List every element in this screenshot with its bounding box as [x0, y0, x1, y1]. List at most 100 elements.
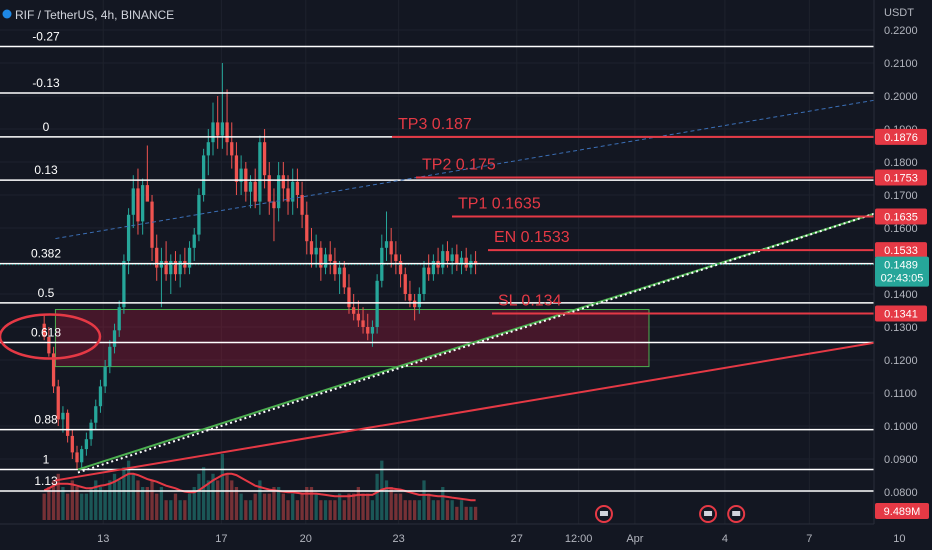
volume-bar: [253, 493, 257, 520]
candle-body: [347, 287, 351, 308]
flag-icon-glyph: [732, 511, 741, 516]
volume-value: 9.489M: [884, 506, 921, 518]
volume-bar: [394, 493, 398, 520]
fib-label: 0: [43, 120, 50, 134]
candle-body: [291, 181, 295, 202]
trade-level-label: TP3 0.187: [398, 116, 472, 133]
volume-bar: [412, 500, 417, 520]
volume-bar: [408, 500, 412, 520]
trade-axis-badge: [875, 305, 927, 322]
volume-bar: [300, 493, 304, 520]
volume-bar: [473, 506, 478, 520]
candle-body: [201, 155, 206, 195]
candle-body: [169, 261, 173, 275]
price-axis-ticks[interactable]: 0.22000.21000.20000.19000.18000.17000.16…: [884, 25, 918, 499]
fib-label: 0.5: [38, 286, 55, 300]
price-tick-label: 0.1100: [884, 388, 917, 400]
volume-bar: [286, 500, 290, 520]
event-markers: [594, 505, 746, 523]
volume-bar: [211, 473, 215, 520]
volume-bar: [159, 487, 164, 520]
candle-body: [234, 155, 239, 182]
candle-body: [300, 195, 304, 215]
currency-label: USDT: [884, 7, 914, 19]
volume-bar: [356, 487, 361, 520]
candle-body: [267, 175, 271, 202]
candle-body: [150, 201, 154, 248]
trendline[interactable]: [55, 95, 900, 240]
volume-bar: [75, 487, 79, 520]
candle-body: [145, 185, 149, 202]
volume-bar: [417, 500, 421, 520]
price-tick-label: 0.1600: [884, 223, 918, 235]
candle-body: [103, 366, 107, 387]
flag-icon-glyph: [599, 511, 608, 516]
candle-body: [464, 257, 468, 268]
fib-label: 0.88: [34, 413, 58, 427]
candle-body: [117, 307, 121, 331]
volume-bar: [389, 487, 393, 520]
volume-bar: [281, 493, 285, 520]
volume-bar: [197, 473, 201, 520]
volume-bar: [277, 487, 281, 520]
volume-bar: [370, 500, 375, 520]
candle-body: [220, 122, 225, 136]
fib-label: -0.13: [32, 76, 60, 90]
time-tick-label: 23: [392, 533, 404, 545]
candle-body: [155, 247, 159, 268]
price-axis-labels: 0.1876 0.1753 0.1635 0.1533 0.1341 0.148902:4…: [0, 128, 929, 519]
candle-body: [122, 261, 126, 308]
candle-body: [398, 261, 403, 275]
candle-body: [342, 267, 346, 288]
volume-bar: [225, 473, 229, 520]
candle-body: [337, 267, 342, 275]
candle-body: [441, 251, 445, 268]
trade-level-label: TP1 0.1635: [458, 195, 541, 212]
candle-body: [286, 188, 290, 202]
volume-bar: [309, 487, 314, 520]
candle-body: [80, 449, 84, 463]
candle-body: [356, 313, 361, 321]
trendline[interactable]: [77, 204, 900, 474]
volume-bar: [206, 480, 210, 520]
candle-body: [427, 267, 431, 275]
trendline[interactable]: [55, 337, 900, 482]
time-tick-label: 4: [722, 533, 728, 545]
candle-body: [131, 188, 135, 215]
candle-body: [197, 195, 201, 235]
candle-body: [422, 267, 426, 294]
trade-axis-badge: [875, 169, 927, 186]
candle-body: [258, 142, 262, 202]
time-axis-ticks[interactable]: 13 17 20 23 27 12:00 Apr 4 7 10: [97, 533, 905, 545]
symbol-title[interactable]: RIF / TetherUS, 4h, BINANCE: [15, 8, 174, 22]
volume-bar: [108, 480, 112, 520]
candle-body: [459, 257, 464, 265]
volume-bar: [258, 480, 262, 520]
trade-level-label: SL 0.134: [498, 292, 562, 309]
price-tick-label: 0.1300: [884, 322, 918, 334]
fib-label: 1.13: [34, 474, 58, 488]
candle-body: [98, 386, 103, 407]
volume-bar: [464, 506, 468, 520]
time-tick-label: Apr: [626, 533, 643, 545]
volume-bar: [431, 500, 436, 520]
volume-bar: [422, 480, 426, 520]
volume-bar: [94, 480, 98, 520]
volume-badge: [875, 503, 929, 519]
candle-body: [412, 300, 417, 308]
volume-bar: [56, 473, 60, 520]
time-axis-background: [0, 524, 932, 550]
time-tick-label: 27: [511, 533, 523, 545]
support-zone-rect: [54, 309, 650, 368]
candle-body: [94, 406, 98, 423]
volume-bar: [384, 480, 389, 520]
candle-body: [450, 254, 454, 261]
volume-bar: [366, 493, 370, 520]
volume-bar: [352, 493, 356, 520]
candle-body: [445, 251, 450, 261]
price-tick-label: 0.1000: [884, 421, 918, 433]
trade-level-label: TP2 0.175: [422, 157, 496, 174]
price-tick-label: 0.2200: [884, 25, 918, 37]
